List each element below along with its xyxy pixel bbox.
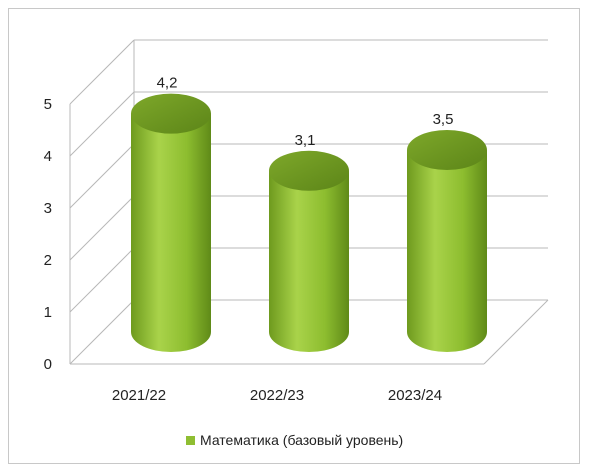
- bar-body: [407, 150, 487, 352]
- x-tick-label: 2023/24: [388, 387, 442, 404]
- y-tick-label: 1: [44, 304, 52, 321]
- x-tick-label: 2021/22: [112, 387, 166, 404]
- y-tick-label: 2: [44, 252, 52, 269]
- grid-diagonal: [69, 195, 135, 261]
- x-tick-label: 2022/23: [250, 387, 304, 404]
- legend-swatch: [186, 436, 195, 445]
- data-label: 3,5: [433, 111, 454, 128]
- y-tick-label: 0: [44, 356, 52, 373]
- data-label: 3,1: [295, 132, 316, 149]
- y-tick-label: 3: [44, 200, 52, 217]
- grid-diagonal: [69, 247, 135, 313]
- legend-label: Математика (базовый уровень): [200, 432, 403, 448]
- y-tick-label: 4: [44, 148, 52, 165]
- grid-diagonal: [69, 91, 135, 157]
- bar-top: [131, 93, 211, 134]
- bars-layer: [131, 93, 487, 352]
- bar-top: [407, 130, 487, 170]
- y-tick-label: 5: [44, 96, 52, 113]
- bar-cylinder: [131, 93, 211, 352]
- data-label: 4,2: [157, 75, 178, 92]
- bar-cylinder: [407, 130, 487, 352]
- grid-diagonal: [69, 39, 135, 105]
- floor-right-edge: [483, 299, 549, 365]
- bar-body: [269, 170, 349, 352]
- grid-diagonal: [69, 299, 135, 365]
- labels-layer: 4,2 3,1 3,5: [157, 75, 454, 149]
- grid-diagonal: [69, 143, 135, 209]
- bar-top: [269, 150, 349, 191]
- legend: Математика (базовый уровень): [186, 432, 403, 448]
- bar-cylinder: [269, 150, 349, 352]
- bar-body: [131, 113, 211, 352]
